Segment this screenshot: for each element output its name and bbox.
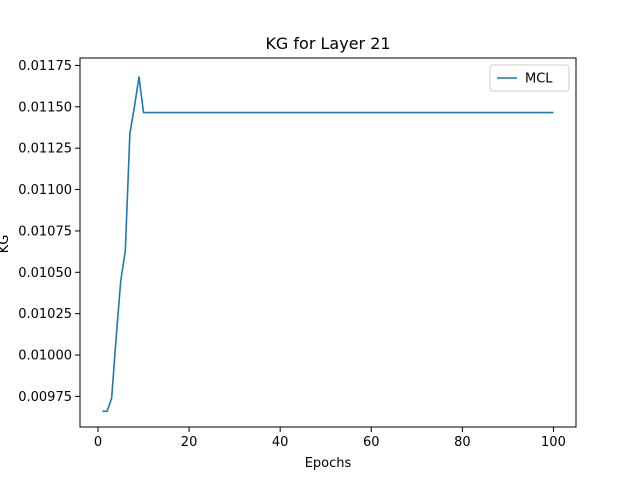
x-tick-label: 40 bbox=[272, 435, 289, 450]
y-tick-label: 0.01075 bbox=[18, 224, 72, 239]
series-line-mcl bbox=[102, 76, 554, 413]
x-tick-label: 100 bbox=[541, 435, 566, 450]
x-tick-label: 80 bbox=[454, 435, 471, 450]
x-tick-label: 0 bbox=[94, 435, 102, 450]
legend-box bbox=[489, 64, 570, 92]
chart-title: KG for Layer 21 bbox=[265, 34, 390, 53]
y-tick-label: 0.00975 bbox=[18, 390, 72, 405]
y-axis-label: KG bbox=[0, 235, 12, 254]
x-axis-label: Epochs bbox=[305, 456, 352, 471]
y-tick-label: 0.01150 bbox=[18, 100, 72, 115]
y-tick-label: 0.01125 bbox=[18, 142, 72, 157]
y-tick-label: 0.01000 bbox=[18, 349, 72, 364]
series-layer bbox=[102, 76, 554, 413]
plot-frame bbox=[79, 57, 577, 428]
plot-area bbox=[79, 57, 577, 428]
legend-label: MCL bbox=[525, 72, 553, 87]
x-tick-label: 60 bbox=[363, 435, 380, 450]
y-tick-label: 0.01100 bbox=[18, 183, 72, 198]
y-tick-label: 0.01025 bbox=[18, 307, 72, 322]
y-tick-label: 0.01175 bbox=[18, 59, 72, 74]
y-axis: 0.00975 0.01000 0.01025 0.01050 0.01075 0.011… bbox=[18, 59, 80, 405]
x-axis: 0 20 40 60 80 100 bbox=[94, 427, 566, 450]
x-tick-label: 20 bbox=[181, 435, 198, 450]
legend: MCL bbox=[489, 64, 570, 92]
y-tick-label: 0.01050 bbox=[18, 266, 72, 281]
